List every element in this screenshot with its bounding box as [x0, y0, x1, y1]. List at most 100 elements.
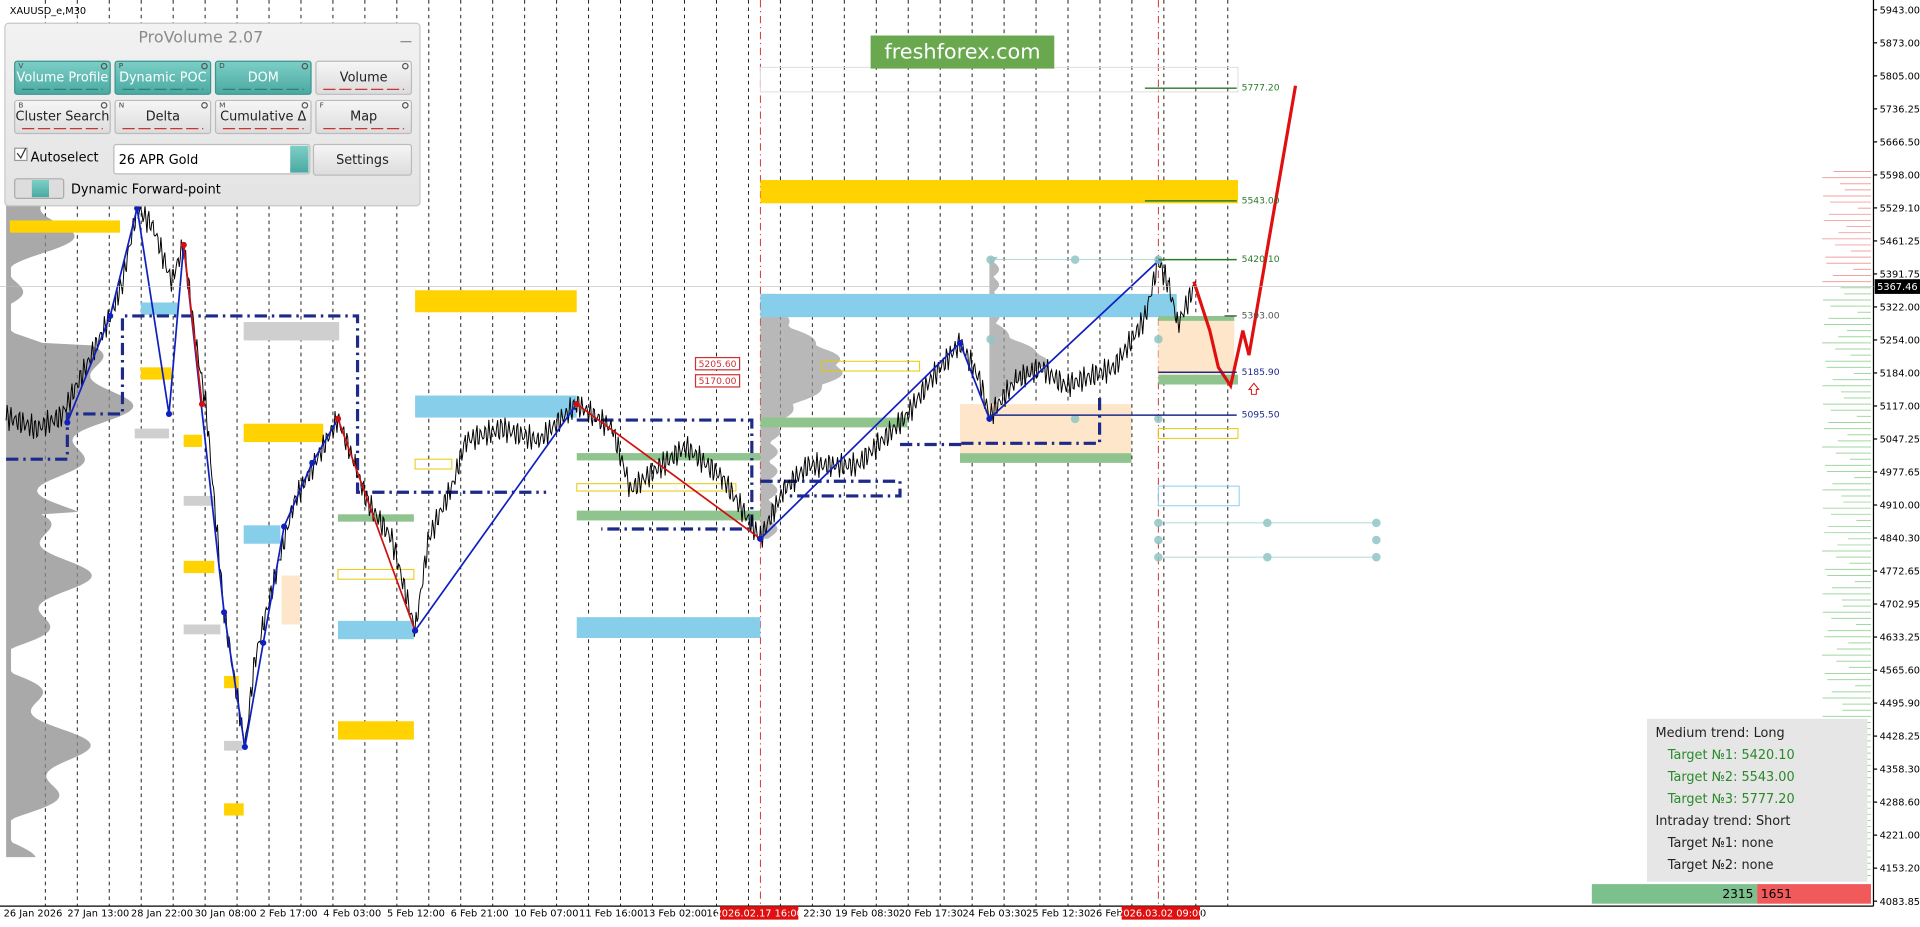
price-label: 5873.00: [1880, 38, 1920, 49]
time-label: 28 Jan 22:00: [131, 909, 193, 920]
node: [986, 334, 995, 344]
node: [1154, 414, 1163, 424]
price-label: 4840.30: [1880, 534, 1920, 545]
time-label: 4 Feb 03:00: [323, 909, 381, 920]
buy-volume: 2315: [1722, 887, 1753, 901]
zone: [243, 423, 324, 443]
tool-button[interactable]: [315, 99, 413, 135]
zigzag: [414, 403, 578, 632]
chart-lines: 5777.20 5543.00 5420.10 5303.00 5185.90 5095.…: [5, 83, 1381, 751]
price-label: 4565.60: [1880, 666, 1920, 677]
instrument: 26 APR Gold: [119, 153, 199, 168]
zigzag-node: [241, 743, 248, 751]
node: [1372, 535, 1381, 545]
zone-outline: [414, 458, 453, 470]
zigzag-node: [281, 523, 288, 530]
price-label: 5666.50: [1880, 137, 1920, 148]
button-label: Dynamic POC: [119, 70, 207, 85]
zone: [140, 302, 178, 315]
tool-button[interactable]: [214, 60, 312, 95]
gear: [301, 62, 309, 70]
current-price: 5367.46: [1877, 282, 1917, 293]
zigzag-node: [64, 419, 71, 426]
zigzag: [182, 244, 203, 405]
price-label: 5322.00: [1880, 303, 1920, 314]
marker-box: [694, 356, 741, 371]
time-label: 10 Feb 07:00: [514, 909, 578, 920]
price-label: 5117.00: [1880, 402, 1920, 413]
time-marker: 2026.02.17 16:00: [716, 909, 803, 920]
select-arrow[interactable]: [290, 145, 309, 173]
gear: [301, 102, 309, 109]
zigzag: [759, 260, 1159, 540]
axes: 5943.00 5873.00 5805.00 5736.25 5666.50 5598.…: [4, 5, 1920, 920]
tool-button[interactable]: [14, 60, 111, 95]
instrument-select[interactable]: [113, 143, 311, 175]
zone: [183, 434, 203, 447]
time-marker: 2026.03.02 09:00: [1117, 909, 1204, 920]
zigzag-node: [334, 415, 342, 422]
time-marker-bg: [1121, 906, 1200, 920]
button-label: Map: [350, 109, 377, 124]
button-key: D: [219, 61, 225, 70]
node: [1154, 334, 1163, 344]
sell-bar: [1757, 884, 1872, 904]
price-label: 4702.95: [1880, 600, 1920, 611]
button-key: V: [18, 61, 23, 70]
zone: [337, 620, 414, 640]
price-label: 5047.25: [1880, 435, 1920, 446]
zigzag-node: [573, 401, 580, 408]
zone: [415, 290, 577, 313]
price-label: 4633.25: [1880, 633, 1920, 644]
zone: [415, 395, 577, 418]
zigzag-node: [180, 241, 187, 248]
price-label: 4910.00: [1880, 501, 1920, 512]
price-label: 5254.00: [1880, 336, 1920, 347]
tool-button[interactable]: [315, 60, 413, 95]
tool-button[interactable]: [114, 60, 212, 95]
symbol: XAUUSD_e,M30: [10, 6, 86, 17]
trend-line: Target №2: 5543.00: [1667, 770, 1795, 785]
level-label: 5420.10: [1242, 254, 1280, 265]
marker-box: [694, 374, 741, 388]
price-label: 4428.25: [1880, 732, 1920, 743]
time-label: 20 Feb 17:30: [899, 909, 963, 920]
price-label: 4288.60: [1880, 798, 1920, 809]
tool-button[interactable]: [114, 99, 212, 135]
gear: [201, 102, 208, 109]
settings-label: Settings: [336, 153, 389, 168]
zone: [576, 510, 761, 521]
trend-line: Intraday trend: Short: [1656, 814, 1791, 829]
time-label: 26 Feb: [1090, 909, 1123, 920]
price-label: 4977.65: [1880, 468, 1920, 479]
tool-button[interactable]: [214, 99, 312, 135]
zone-outline: [1157, 428, 1239, 439]
time-label: 5 Feb 12:00: [387, 909, 445, 920]
button-label: DOM: [248, 70, 279, 85]
zone: [224, 675, 239, 689]
zone: [183, 624, 221, 635]
zone: [960, 453, 1132, 463]
tool-button[interactable]: [14, 99, 111, 135]
zone: [9, 220, 120, 233]
zone: [1158, 315, 1235, 323]
zigzag-node: [165, 410, 173, 417]
zone: [337, 514, 414, 522]
settings-button[interactable]: [312, 143, 413, 176]
trend-line: Target №3: 5777.20: [1667, 792, 1795, 807]
time-label: 11 Feb 16:00: [579, 909, 643, 920]
price-label: 5184.00: [1880, 369, 1920, 380]
zone: [224, 740, 243, 751]
toggle-knob: [31, 180, 49, 198]
price-label: 5736.25: [1880, 104, 1920, 115]
gear: [201, 62, 208, 70]
button-label: Volume Profile: [17, 70, 109, 85]
trend-box: [1646, 718, 1868, 882]
gear: [401, 62, 409, 70]
zigzag: [337, 418, 416, 631]
zigzag-node: [757, 535, 764, 542]
time-marker-bg: [720, 906, 799, 920]
zigzag-node: [134, 205, 141, 212]
